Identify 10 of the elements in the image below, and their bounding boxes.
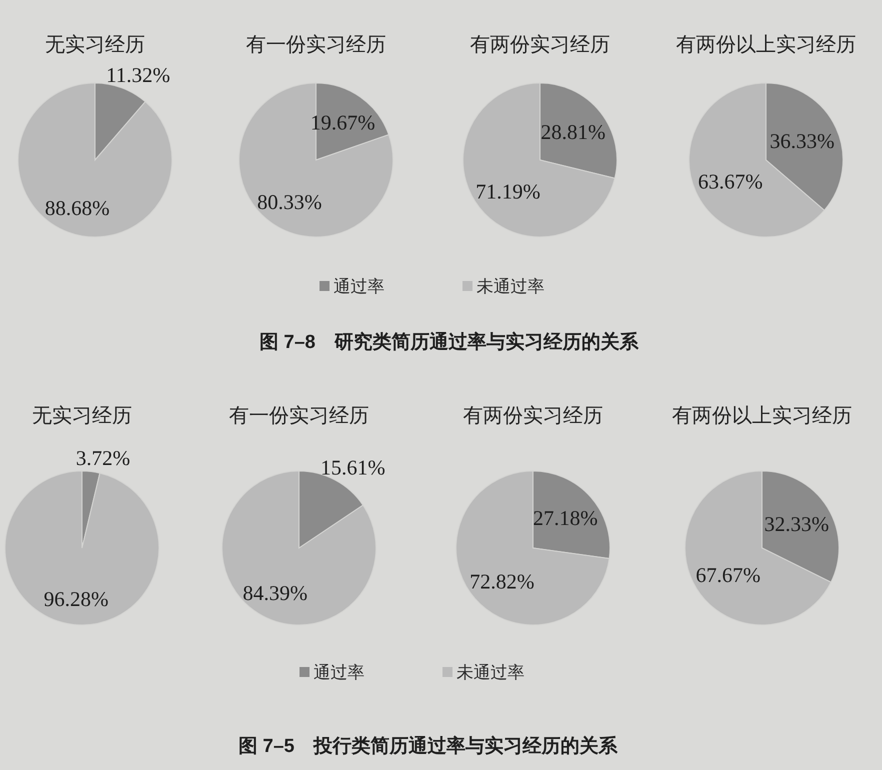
title: 有一份实习经历 (229, 405, 369, 427)
title: 有两份实习经历 (470, 34, 610, 56)
title: 无实习经历 (45, 34, 145, 56)
title: 有两份以上实习经历 (672, 405, 852, 427)
caption: 图 7–5 投行类简历通过率与实习经历的关系 (238, 736, 618, 757)
title: 无实习经历 (32, 405, 132, 427)
title: 有一份实习经历 (246, 34, 386, 56)
title: 有两份实习经历 (463, 405, 603, 427)
title: 有两份以上实习经历 (676, 34, 856, 56)
caption: 图 7–8 研究类简历通过率与实习经历的关系 (260, 332, 638, 353)
